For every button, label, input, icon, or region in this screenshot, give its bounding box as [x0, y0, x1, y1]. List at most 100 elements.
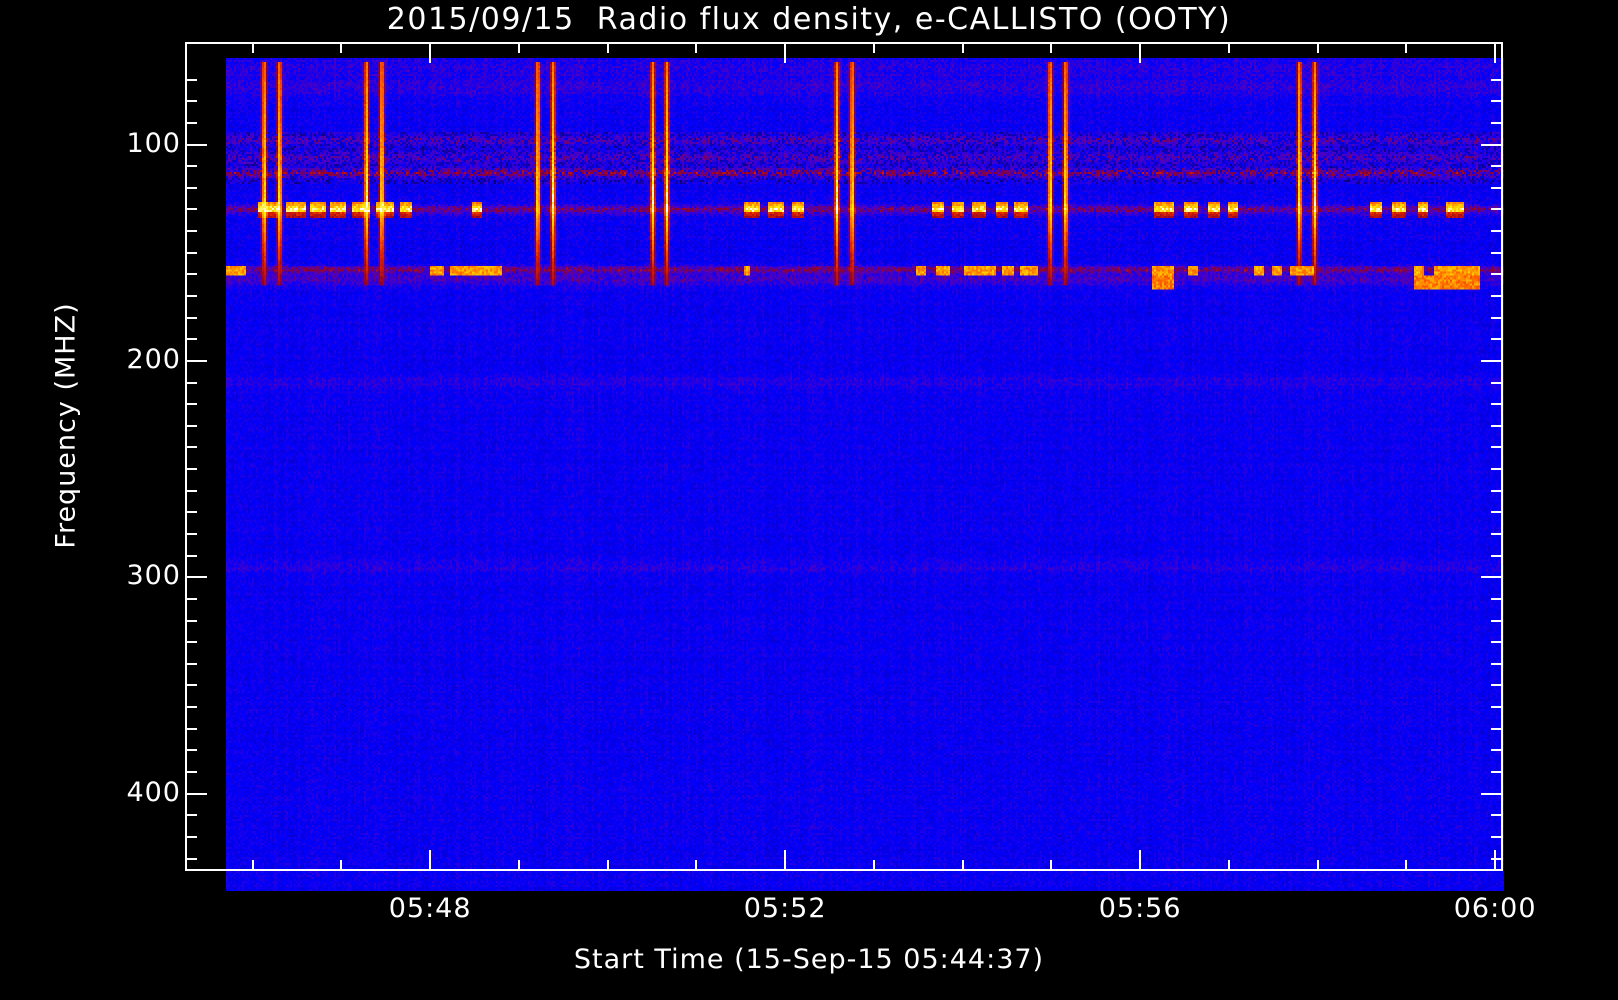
x-tick-50 [606, 860, 609, 871]
y-tick-120 [185, 186, 197, 189]
y-tick-right-430 [1491, 857, 1503, 860]
y-tick-right-310 [1491, 597, 1503, 600]
y-tick-430 [185, 857, 197, 860]
y-tick-right-380 [1491, 749, 1503, 752]
y-tick-right-340 [1491, 662, 1503, 665]
x-tick-54 [961, 860, 964, 871]
x-tick-top-48 [429, 42, 432, 63]
y-tick-390 [185, 771, 197, 773]
y-tick-70 [185, 78, 197, 81]
y-tick-200 [185, 359, 207, 362]
x-tick-49 [517, 860, 520, 871]
y-tick-right-150 [1491, 251, 1503, 254]
y-tick-right-360 [1491, 706, 1503, 709]
y-tick-250 [185, 468, 197, 471]
y-tick-right-180 [1491, 316, 1503, 319]
y-tick-right-270 [1491, 511, 1503, 514]
y-tick-350 [185, 684, 197, 687]
y-tick-right-80 [1491, 100, 1503, 103]
y-tick-240 [185, 446, 197, 449]
x-tick-top-59 [1405, 42, 1408, 53]
y-tick-290 [185, 554, 197, 557]
x-tick-48 [429, 850, 432, 871]
spectrogram-canvas [226, 58, 1504, 891]
x-tick-59 [1405, 860, 1408, 871]
y-axis-title: Frequency (MHZ) [50, 302, 82, 549]
y-tick-right-280 [1491, 533, 1503, 535]
y-tick-right-330 [1491, 641, 1503, 644]
x-tick-top-51 [695, 42, 698, 53]
y-tick-300 [185, 576, 207, 579]
x-tick-top-55 [1050, 42, 1053, 53]
y-tick-100 [185, 143, 207, 146]
y-tick-420 [185, 835, 197, 838]
y-tick-160 [185, 273, 197, 276]
x-tick-top-49 [517, 42, 520, 53]
x-tick-top-57 [1227, 42, 1230, 53]
x-tick-top-60 [1494, 42, 1497, 63]
y-tick-320 [185, 619, 197, 622]
y-tick-right-300 [1481, 576, 1503, 579]
y-tick-130 [185, 208, 197, 211]
y-tick-370 [185, 727, 197, 730]
y-tick-right-420 [1491, 835, 1503, 838]
y-tick-right-100 [1481, 143, 1503, 146]
y-tick-right-70 [1491, 78, 1503, 81]
y-tick-right-160 [1491, 273, 1503, 276]
x-tick-52 [784, 850, 787, 871]
y-tick-right-190 [1491, 338, 1503, 341]
y-tick-220 [185, 403, 197, 406]
plot-frame [185, 42, 1503, 871]
x-tick-53 [872, 860, 875, 871]
x-tick-top-58 [1316, 42, 1319, 53]
x-tick-label-05:56: 05:56 [1098, 893, 1182, 924]
y-tick-right-240 [1491, 446, 1503, 449]
x-tick-51 [695, 860, 698, 871]
y-tick-right-370 [1491, 727, 1503, 730]
x-tick-top-54 [961, 42, 964, 53]
x-tick-top-52 [784, 42, 787, 63]
x-tick-60 [1494, 850, 1497, 871]
y-tick-90 [185, 121, 197, 124]
y-tick-right-230 [1491, 424, 1503, 427]
y-tick-380 [185, 749, 197, 752]
y-tick-330 [185, 641, 197, 644]
y-tick-360 [185, 706, 197, 709]
x-tick-label-06:00: 06:00 [1453, 893, 1537, 924]
y-tick-right-400 [1481, 792, 1503, 795]
y-tick-right-220 [1491, 403, 1503, 406]
y-tick-right-250 [1491, 468, 1503, 471]
y-tick-400 [185, 792, 207, 795]
y-tick-270 [185, 511, 197, 514]
y-tick-right-210 [1491, 381, 1503, 384]
y-tick-right-170 [1491, 295, 1503, 297]
y-tick-80 [185, 100, 197, 103]
y-tick-label-400: 400 [126, 776, 181, 808]
y-tick-230 [185, 424, 197, 427]
figure-title: 2015/09/15 Radio flux density, e-CALLIST… [386, 2, 1232, 37]
x-tick-top-47 [340, 42, 343, 53]
y-tick-190 [185, 338, 197, 341]
x-tick-top-53 [872, 42, 875, 53]
y-tick-140 [185, 230, 197, 233]
y-tick-right-410 [1491, 814, 1503, 817]
y-tick-right-130 [1491, 208, 1503, 211]
y-tick-410 [185, 814, 197, 817]
y-tick-110 [185, 165, 197, 168]
y-tick-right-200 [1481, 359, 1503, 362]
y-tick-right-90 [1491, 121, 1503, 124]
y-tick-label-300: 300 [126, 560, 181, 592]
x-tick-46 [251, 860, 254, 871]
x-tick-58 [1316, 860, 1319, 871]
y-tick-260 [185, 489, 197, 492]
x-tick-label-05:52: 05:52 [743, 893, 827, 924]
y-tick-150 [185, 251, 197, 254]
y-tick-label-100: 100 [126, 127, 181, 159]
x-tick-top-56 [1139, 42, 1142, 63]
x-tick-top-46 [251, 42, 254, 53]
x-tick-57 [1227, 860, 1230, 871]
y-tick-170 [185, 295, 197, 297]
y-tick-right-110 [1491, 165, 1503, 168]
y-tick-right-290 [1491, 554, 1503, 557]
